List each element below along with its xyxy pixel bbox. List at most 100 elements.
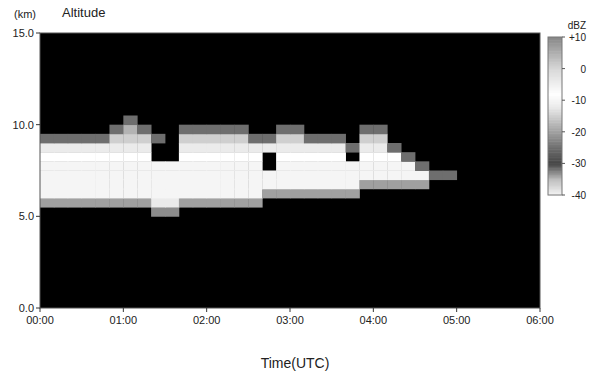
heat-cell [82,198,96,208]
heat-cell [165,189,179,199]
heat-cell [151,161,165,171]
heat-cell [54,171,68,181]
heat-cell [332,180,346,190]
heat-cell [68,198,82,208]
x-tick [123,308,124,312]
colorbar-tick [562,163,565,164]
colorbar-tick-label: -40 [572,190,587,201]
heat-cell [179,171,193,181]
heat-cell [234,143,248,153]
heat-cell [207,152,221,162]
heat-cell [151,198,165,208]
heat-cell [193,161,207,171]
heat-cell [415,171,429,181]
colorbar-tick-label: -10 [572,95,587,106]
heat-cell [318,189,332,199]
heat-cell [179,134,193,144]
cells [40,116,457,217]
heat-cell [234,134,248,144]
heat-cell [346,189,360,199]
heat-cell [54,161,68,171]
heat-cell [96,152,110,162]
heat-cell [346,161,360,171]
colorbar-tick-label: -20 [572,127,587,138]
heat-cell [40,161,54,171]
heat-cell [234,171,248,181]
colorbar-frame [548,37,562,195]
heat-cell [221,171,235,181]
heat-cell [165,198,179,208]
y-tick-label: 0.0 [19,302,34,314]
heat-cell [123,125,137,135]
heat-cell [40,180,54,190]
heat-cell [373,125,387,135]
heat-cell [207,125,221,135]
heat-cell [318,152,332,162]
heat-cell [123,152,137,162]
heat-cell [82,171,96,181]
heat-cell [123,180,137,190]
heat-cell [387,143,401,153]
heat-cell [40,152,54,162]
heat-cell [165,161,179,171]
heat-cell [207,134,221,144]
x-tick-label: 03:00 [276,314,304,326]
heat-cell [304,134,318,144]
heat-cell [82,152,96,162]
heat-cell [221,125,235,135]
heat-cell [137,152,151,162]
heat-cell [234,125,248,135]
heat-cell [193,189,207,199]
heat-cell [151,180,165,190]
y-unit: (km) [14,8,36,20]
heat-cell [346,180,360,190]
x-axis-title: Time(UTC) [261,355,330,371]
heat-cell [109,161,123,171]
heat-cell [373,180,387,190]
heat-cell [221,134,235,144]
heat-cell [248,161,262,171]
heat-cell [82,134,96,144]
heat-cell [123,198,137,208]
heat-cell [359,180,373,190]
colorbar-tick-label: 0 [580,64,586,75]
heat-cell [276,171,290,181]
heat-cell [68,180,82,190]
heat-cell [234,180,248,190]
heat-cell [248,143,262,153]
heat-cell [137,198,151,208]
heat-cell [123,134,137,144]
x-tick [373,308,374,312]
y-tick [36,33,40,34]
heat-cell [96,134,110,144]
heat-cell [415,180,429,190]
colorbar-tick-label: -30 [572,158,587,169]
heat-cell [234,161,248,171]
x-tick-label: 01:00 [110,314,138,326]
heat-cell [304,143,318,153]
heat-cell [179,180,193,190]
heat-cell [123,171,137,181]
heat-cell [359,143,373,153]
heat-cell [193,180,207,190]
x-tick [540,308,541,312]
heat-cell [54,143,68,153]
heat-cell [262,134,276,144]
heat-cell [304,161,318,171]
heat-cell [123,116,137,126]
heat-cell [151,207,165,217]
heat-cell [248,198,262,208]
heat-cell [109,143,123,153]
heat-cell [248,189,262,199]
heat-cell [221,198,235,208]
heat-cell [346,143,360,153]
heat-cell [429,171,443,181]
x-tick-label: 05:00 [443,314,471,326]
heat-cell [415,161,429,171]
heat-cell [96,171,110,181]
heat-cell [109,125,123,135]
heat-cell [54,189,68,199]
colorbar-tick [562,100,565,101]
heat-cell [193,152,207,162]
heat-cell [193,134,207,144]
